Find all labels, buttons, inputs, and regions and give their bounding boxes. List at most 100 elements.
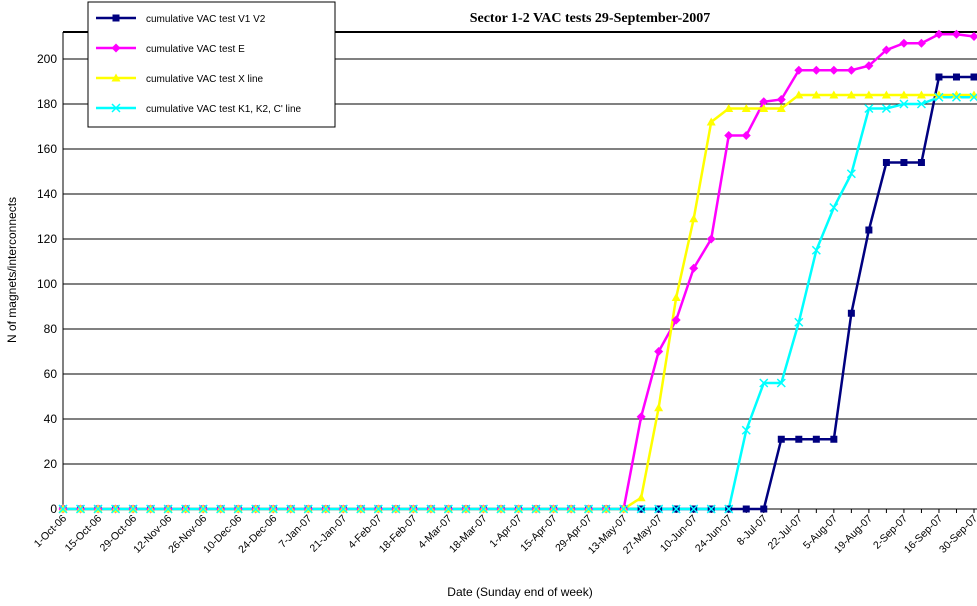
marker — [286, 504, 296, 514]
marker — [794, 65, 804, 75]
marker — [741, 131, 751, 140]
marker — [881, 103, 891, 114]
marker — [742, 505, 750, 513]
y-tick-label: 40 — [44, 412, 58, 426]
marker — [864, 90, 874, 99]
marker — [829, 65, 839, 75]
series-markers — [59, 73, 977, 513]
marker — [689, 214, 699, 223]
marker — [128, 504, 138, 514]
marker — [811, 90, 821, 99]
marker — [549, 504, 559, 514]
marker — [724, 131, 734, 140]
marker — [899, 38, 909, 48]
y-tick-label: 60 — [44, 367, 58, 381]
marker — [916, 99, 926, 109]
marker — [951, 29, 961, 39]
marker — [934, 92, 944, 102]
marker — [689, 263, 699, 273]
marker — [724, 104, 734, 112]
marker — [111, 504, 121, 514]
marker — [706, 117, 716, 126]
legend-box — [87, 1, 336, 128]
marker — [951, 92, 962, 102]
legend-label: cumulative VAC test X line — [146, 74, 264, 85]
marker — [619, 504, 629, 514]
marker — [513, 504, 524, 514]
x-tick-label: 15-Apr-07 — [518, 513, 560, 555]
marker — [373, 504, 383, 514]
legend-label: cumulative VAC test K1, K2, C' line — [146, 104, 302, 115]
marker — [916, 38, 926, 48]
marker — [812, 435, 820, 443]
marker — [760, 505, 768, 513]
marker — [917, 159, 925, 166]
series-markers — [58, 90, 977, 513]
marker — [321, 504, 331, 514]
marker — [671, 315, 681, 325]
marker — [794, 90, 804, 99]
marker — [934, 90, 944, 99]
x-tick-label: 21-Jan-07 — [308, 513, 350, 555]
marker — [794, 317, 804, 327]
marker — [689, 504, 699, 514]
series-line — [63, 96, 974, 511]
y-tick-label: 200 — [37, 52, 57, 66]
marker — [636, 412, 646, 422]
marker — [601, 504, 611, 514]
marker — [654, 347, 664, 356]
y-tick-label: 20 — [44, 457, 58, 471]
x-tick-label: 18-Mar-07 — [447, 513, 490, 556]
x-tick-label: 19-Aug-07 — [832, 513, 875, 556]
legend-label: cumulative VAC test V1 V2 — [146, 14, 266, 25]
marker — [777, 435, 785, 443]
marker — [75, 504, 86, 514]
marker — [671, 504, 681, 514]
marker — [969, 32, 977, 41]
marker — [776, 104, 786, 112]
marker — [111, 73, 121, 82]
marker — [916, 90, 926, 99]
marker — [198, 504, 208, 514]
marker — [951, 90, 961, 99]
marker — [181, 504, 191, 514]
x-tick-label: 10-Jun-07 — [658, 513, 700, 555]
marker — [636, 504, 646, 514]
marker — [338, 504, 348, 514]
marker — [636, 493, 646, 502]
marker — [566, 504, 576, 514]
marker — [830, 435, 838, 443]
series-line — [63, 93, 974, 511]
marker — [934, 29, 944, 39]
marker — [496, 504, 506, 514]
x-tick-label: 24-Dec-06 — [236, 513, 279, 556]
marker — [478, 504, 488, 514]
x-tick-label: 22-Jul-07 — [765, 513, 805, 553]
marker — [426, 504, 436, 514]
marker — [881, 45, 891, 55]
marker — [829, 90, 839, 99]
marker — [741, 104, 751, 112]
y-tick-label: 0 — [50, 502, 57, 516]
marker — [654, 504, 664, 514]
marker — [759, 104, 769, 112]
marker — [811, 65, 821, 75]
y-tick-label: 180 — [37, 97, 57, 111]
y-tick-label: 160 — [37, 142, 57, 156]
marker — [58, 504, 68, 514]
marker — [759, 97, 769, 107]
y-tick-label: 100 — [37, 277, 57, 291]
marker — [146, 504, 156, 514]
series-markers — [58, 92, 977, 514]
series-line — [63, 75, 974, 511]
marker — [811, 245, 821, 255]
marker — [864, 61, 874, 71]
marker — [391, 504, 401, 514]
marker — [706, 234, 716, 244]
marker — [408, 504, 418, 514]
legend-label: cumulative VAC test E — [146, 44, 245, 55]
marker — [935, 73, 943, 81]
marker — [970, 73, 977, 81]
y-tick-label: 120 — [37, 232, 57, 246]
